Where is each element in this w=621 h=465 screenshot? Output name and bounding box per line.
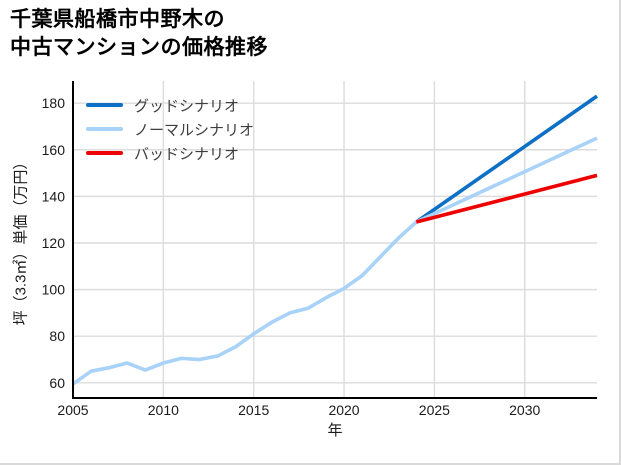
page-title-line1: 千葉県船橋市中野木の xyxy=(10,8,225,31)
legend-label-normal: ノーマルシナリオ xyxy=(134,121,255,139)
y-axis-title: 坪（3.3㎡）単価（万円） xyxy=(12,154,30,326)
page-title-line2: 中古マンションの価格推移 xyxy=(10,36,268,59)
x-tick-label-2030: 2030 xyxy=(509,402,540,418)
series-line-history xyxy=(71,220,418,386)
y-tick-label-180: 180 xyxy=(42,95,66,111)
y-tick-label-80: 80 xyxy=(49,328,65,344)
x-axis-title: 年 xyxy=(327,422,343,439)
y-tick-label-100: 100 xyxy=(42,282,66,298)
series-line-bad xyxy=(415,173,598,224)
legend-line-swatch-normal xyxy=(86,127,123,131)
x-tick-label-2025: 2025 xyxy=(419,402,450,418)
series-line-normal xyxy=(415,136,598,224)
x-tick-label-2015: 2015 xyxy=(238,402,269,418)
legend-item-good-scenario: グッドシナリオ xyxy=(86,93,254,117)
legend-line-swatch-good xyxy=(86,103,123,107)
y-tick-label-120: 120 xyxy=(42,235,66,251)
x-tick-label-2010: 2010 xyxy=(148,402,179,418)
y-tick-label-140: 140 xyxy=(42,188,66,204)
chart-legend: グッドシナリオ ノーマルシナリオ バッドシナリオ xyxy=(86,93,254,165)
series-line-good xyxy=(415,94,599,224)
legend-line-swatch-bad xyxy=(86,151,123,155)
page-title: 千葉県船橋市中野木の 中古マンションの価格推移 xyxy=(10,6,268,62)
y-tick-label-60: 60 xyxy=(49,375,65,391)
x-tick-label-2005: 2005 xyxy=(57,402,88,418)
legend-item-bad-scenario: バッドシナリオ xyxy=(86,141,254,165)
legend-item-normal-scenario: ノーマルシナリオ xyxy=(86,117,254,141)
legend-label-bad: バッドシナリオ xyxy=(134,145,240,163)
x-tick-label-2020: 2020 xyxy=(328,402,359,418)
y-tick-label-160: 160 xyxy=(42,142,66,158)
legend-label-good: グッドシナリオ xyxy=(134,97,240,115)
